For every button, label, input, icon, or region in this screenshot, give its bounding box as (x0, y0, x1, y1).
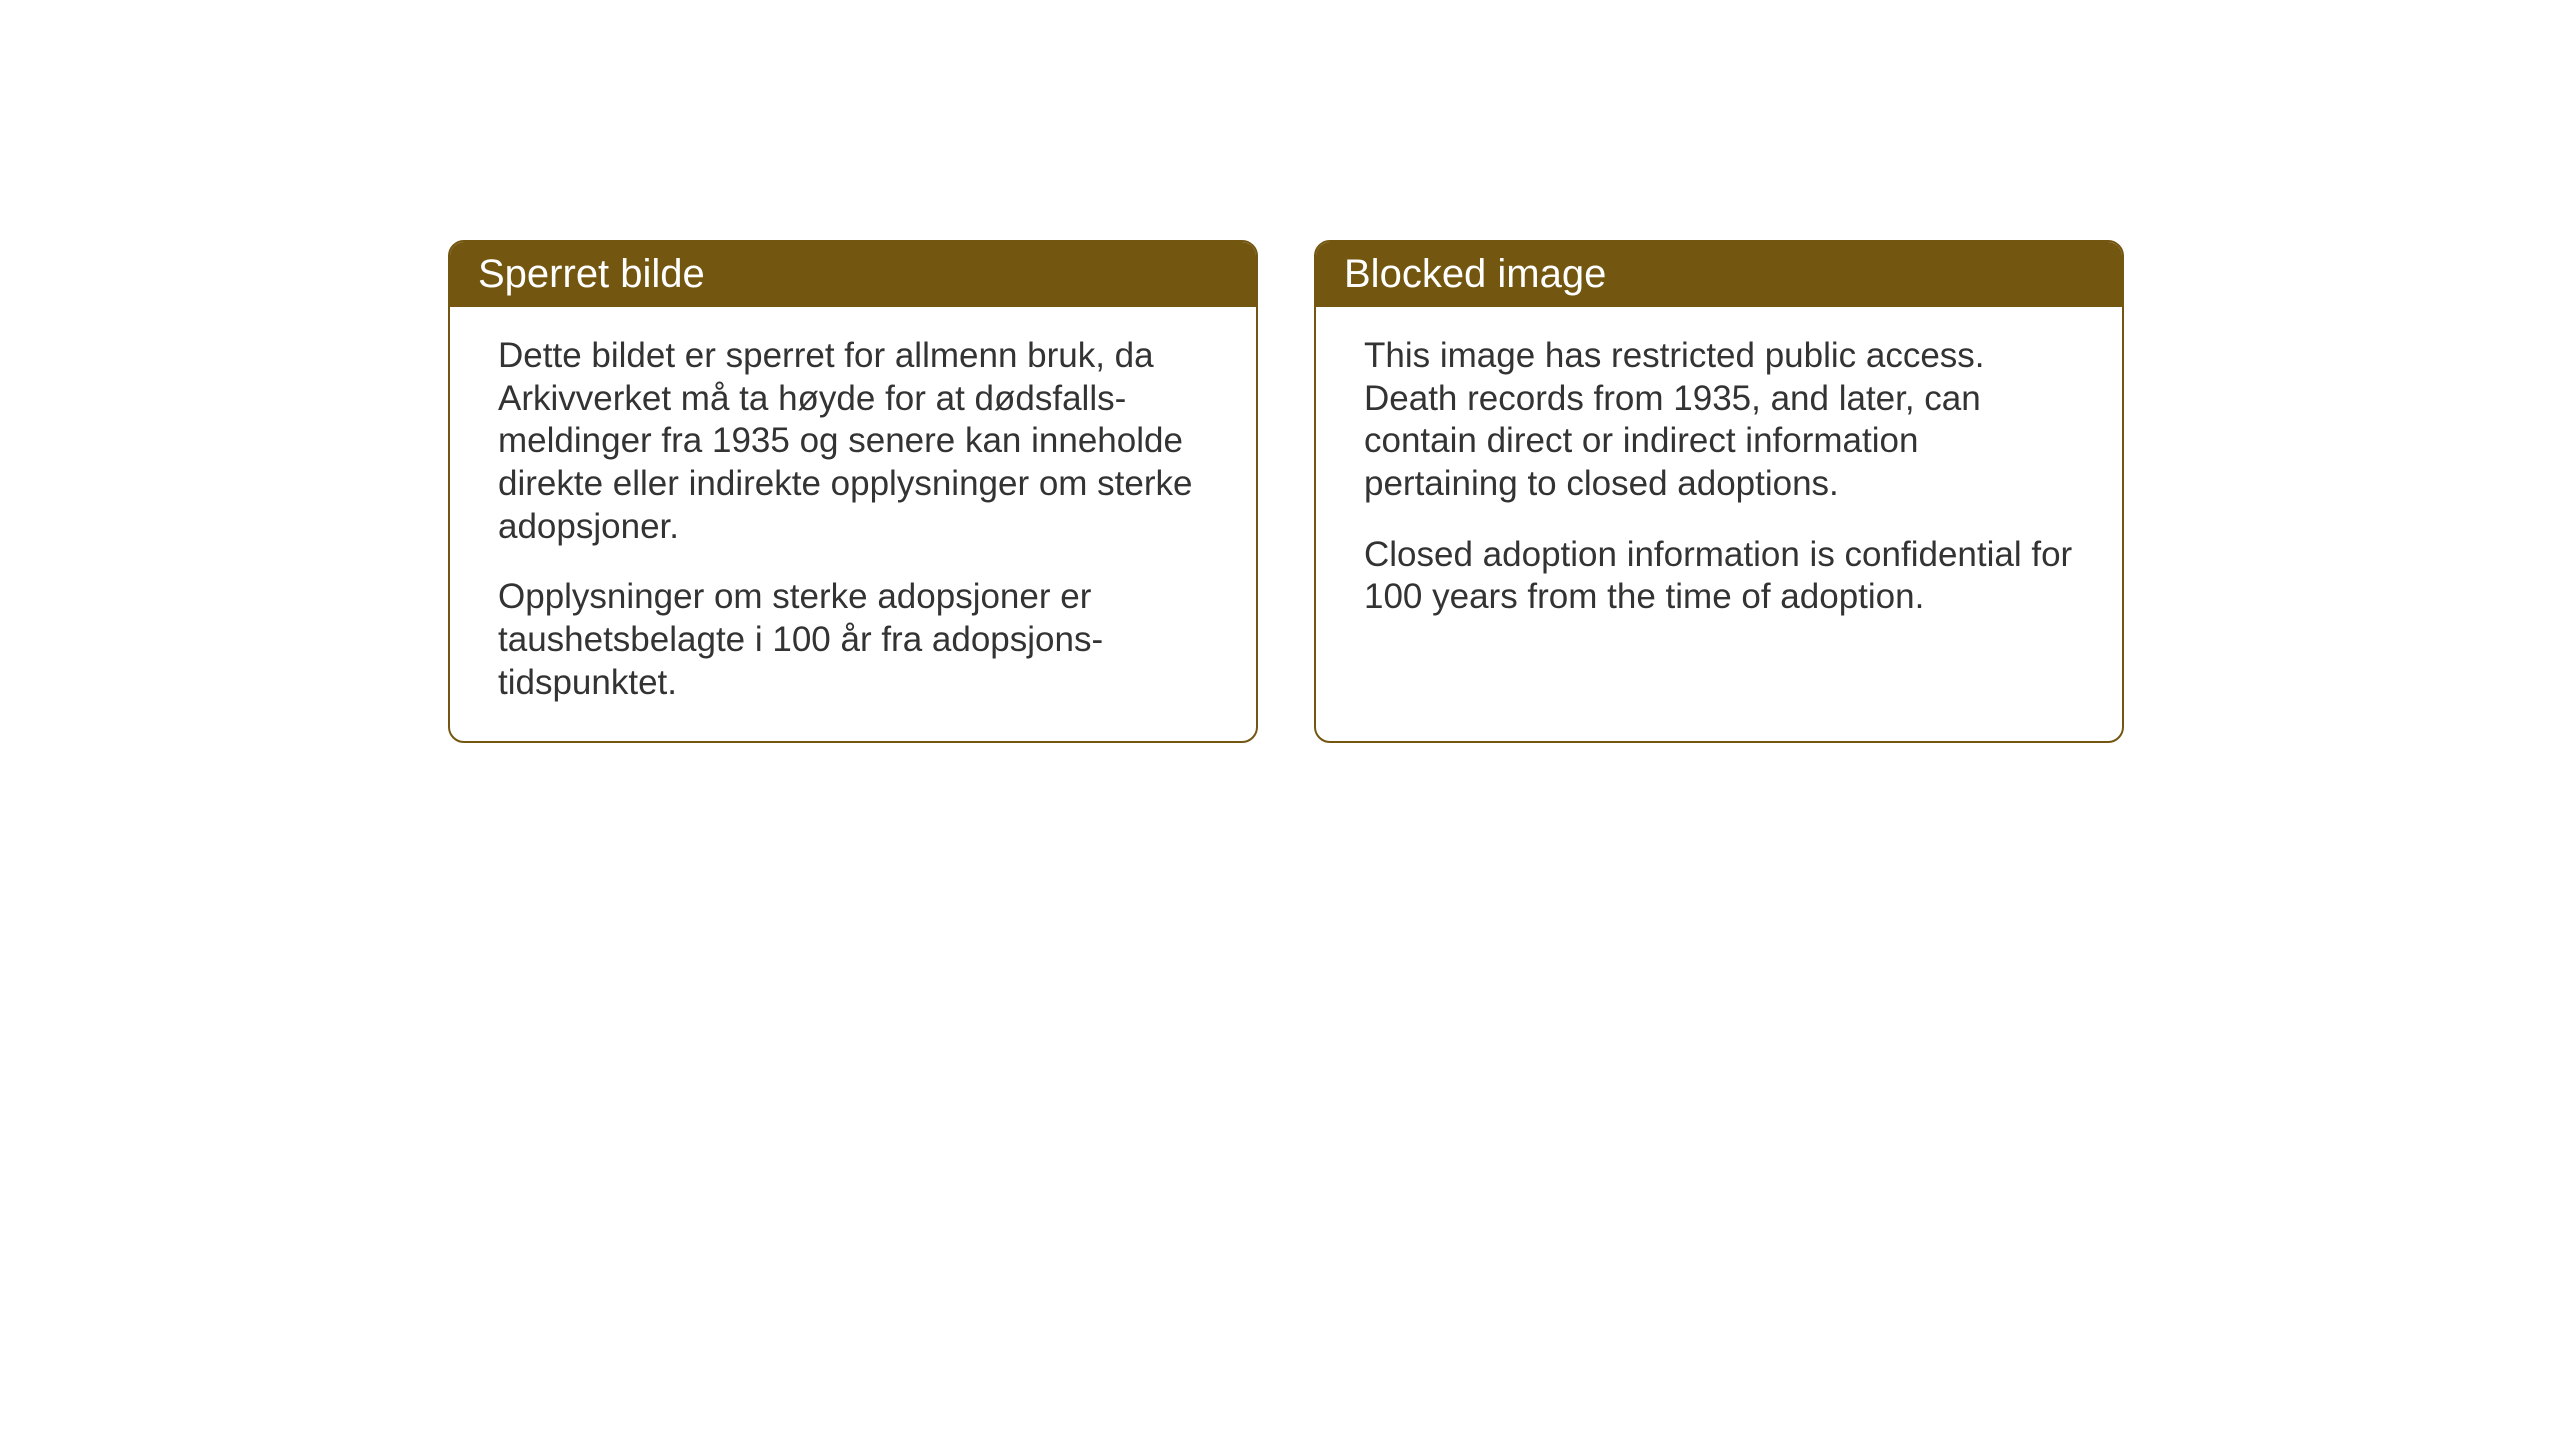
norwegian-notice-card: Sperret bilde Dette bildet er sperret fo… (448, 240, 1258, 743)
english-notice-card: Blocked image This image has restricted … (1314, 240, 2124, 743)
norwegian-paragraph-2: Opplysninger om sterke adopsjoner er tau… (498, 576, 1208, 704)
english-card-body: This image has restricted public access.… (1316, 307, 2122, 655)
english-card-title: Blocked image (1316, 242, 2122, 307)
norwegian-paragraph-1: Dette bildet er sperret for allmenn bruk… (498, 335, 1208, 548)
english-paragraph-2: Closed adoption information is confident… (1364, 534, 2074, 619)
notice-cards-container: Sperret bilde Dette bildet er sperret fo… (448, 240, 2124, 743)
norwegian-card-body: Dette bildet er sperret for allmenn bruk… (450, 307, 1256, 741)
english-paragraph-1: This image has restricted public access.… (1364, 335, 2074, 506)
norwegian-card-title: Sperret bilde (450, 242, 1256, 307)
